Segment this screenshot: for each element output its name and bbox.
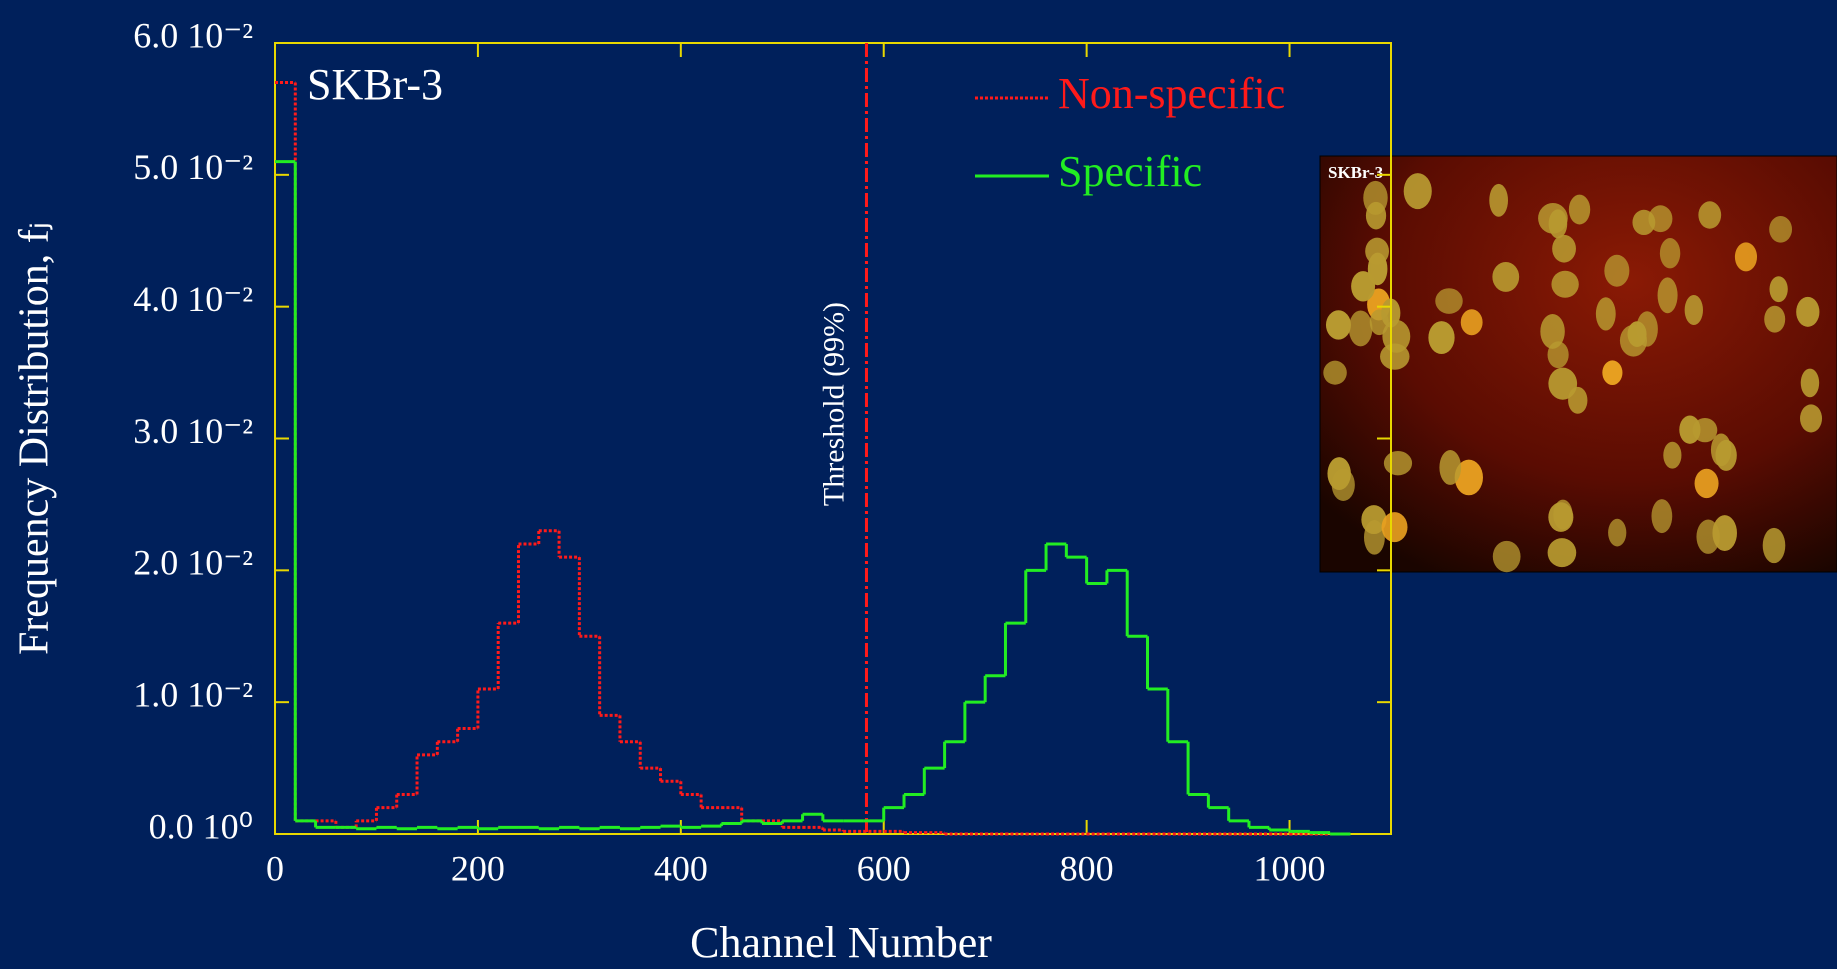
cell-nucleus: [1323, 361, 1347, 385]
cell-nucleus: [1493, 541, 1521, 572]
cell-nucleus: [1492, 262, 1519, 292]
cell-nucleus: [1540, 314, 1564, 349]
x-axis-title: Channel Number: [690, 918, 992, 967]
inset-label: SKBr-3: [1328, 163, 1383, 182]
cell-nucleus: [1636, 311, 1658, 346]
chart: SKBr-3 0.0 10⁰ 1.0 10⁻² 2.0 10⁻² 3.0 10⁻² 4.…: [0, 0, 1837, 969]
x-tick-label: 800: [1060, 848, 1114, 888]
cell-nucleus: [1552, 235, 1576, 263]
cell-nucleus: [1608, 519, 1626, 547]
cell-nucleus: [1548, 368, 1577, 400]
cell-nucleus: [1439, 450, 1461, 485]
cell-nucleus: [1349, 310, 1373, 346]
x-tick-label: 0: [266, 848, 284, 888]
cell-nucleus: [1602, 360, 1622, 385]
cell-nucleus: [1800, 404, 1822, 432]
cell-nucleus: [1695, 469, 1719, 498]
cell-nucleus: [1660, 238, 1680, 268]
cell-nucleus: [1569, 195, 1590, 225]
cell-nucleus: [1596, 297, 1616, 330]
y-tick-label: 4.0 10⁻²: [133, 279, 253, 319]
cell-nucleus: [1632, 210, 1655, 235]
threshold-label: Threshold (99%): [817, 302, 850, 506]
cell-nucleus: [1435, 288, 1462, 314]
cell-nucleus: [1351, 271, 1375, 301]
cell-nucleus: [1489, 184, 1508, 217]
cell-nucleus: [1735, 242, 1757, 271]
cell-nucleus: [1461, 309, 1483, 335]
cell-nucleus: [1384, 451, 1412, 475]
cell-nucleus: [1366, 202, 1386, 230]
cell-nucleus: [1548, 538, 1577, 567]
y-tick-label: 6.0 10⁻²: [133, 15, 253, 55]
legend-label: Specific: [1058, 147, 1202, 196]
cell-nucleus: [1538, 203, 1568, 234]
x-tick-label: 400: [654, 848, 708, 888]
y-tick-label: 1.0 10⁻²: [133, 674, 253, 714]
cell-nucleus: [1763, 528, 1786, 563]
cell-nucleus: [1769, 216, 1792, 243]
cell-nucleus: [1801, 369, 1819, 398]
cell-nucleus: [1604, 255, 1629, 287]
cell-nucleus: [1696, 520, 1719, 554]
cell-nucleus: [1769, 276, 1787, 302]
cell-nucleus: [1404, 173, 1432, 209]
y-tick-label: 2.0 10⁻²: [133, 543, 253, 583]
legend-label: Non-specific: [1058, 69, 1285, 118]
x-tick-label: 1000: [1254, 848, 1326, 888]
cell-nucleus: [1332, 469, 1355, 501]
y-tick-label: 0.0 10⁰: [149, 806, 253, 846]
cell-nucleus: [1553, 500, 1572, 530]
cell-nucleus: [1679, 416, 1700, 444]
y-tick-label: 5.0 10⁻²: [133, 147, 253, 187]
y-tick-label: 3.0 10⁻²: [133, 411, 253, 451]
cell-nucleus: [1698, 201, 1721, 228]
cell-nucleus: [1651, 499, 1672, 533]
y-axis-title: Frequency Distribution, fⱼ: [12, 222, 58, 655]
cell-nucleus: [1551, 271, 1578, 298]
cell-nucleus: [1685, 295, 1703, 325]
cell-nucleus: [1382, 512, 1408, 542]
cell-nucleus: [1711, 434, 1731, 467]
chart-label: SKBr-3: [307, 60, 443, 109]
x-tick-label: 600: [857, 848, 911, 888]
cell-nucleus: [1663, 442, 1681, 469]
x-tick-label: 200: [451, 848, 505, 888]
inset-image: SKBr-3: [1320, 156, 1837, 572]
cell-nucleus: [1764, 306, 1785, 333]
cell-nucleus: [1428, 321, 1454, 354]
cell-nucleus: [1658, 277, 1678, 313]
cell-nucleus: [1326, 310, 1351, 339]
cell-nucleus: [1796, 297, 1819, 327]
